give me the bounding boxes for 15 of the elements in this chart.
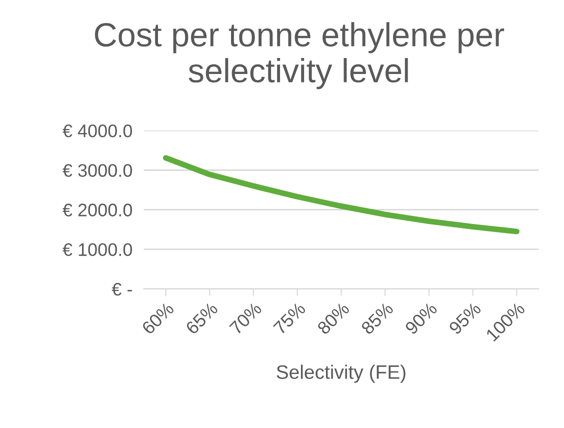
y-tick-label: € 2000.0 bbox=[62, 204, 132, 216]
x-tick-label: 80% bbox=[316, 301, 350, 336]
y-tick-label: € - bbox=[112, 282, 132, 296]
y-tick-label: € 1000.0 bbox=[62, 243, 132, 256]
x-tick-label: 85% bbox=[360, 301, 394, 336]
x-tick-label: 75% bbox=[272, 302, 306, 335]
x-tick-label: 90% bbox=[404, 301, 438, 336]
x-tick-label: 70% bbox=[228, 301, 262, 335]
x-tick-label: 65% bbox=[185, 301, 219, 335]
y-tick-label: € 4000.0 bbox=[62, 124, 132, 138]
y-tick-label: € 3000.0 bbox=[62, 164, 132, 177]
chart-title: Cost per tonne ethylene per selectivity level bbox=[94, 22, 504, 90]
x-axis-title: Selectivity (FE) bbox=[276, 364, 406, 383]
x-tick-label: 95% bbox=[448, 301, 482, 336]
x-tick-label: 60% bbox=[141, 301, 175, 335]
